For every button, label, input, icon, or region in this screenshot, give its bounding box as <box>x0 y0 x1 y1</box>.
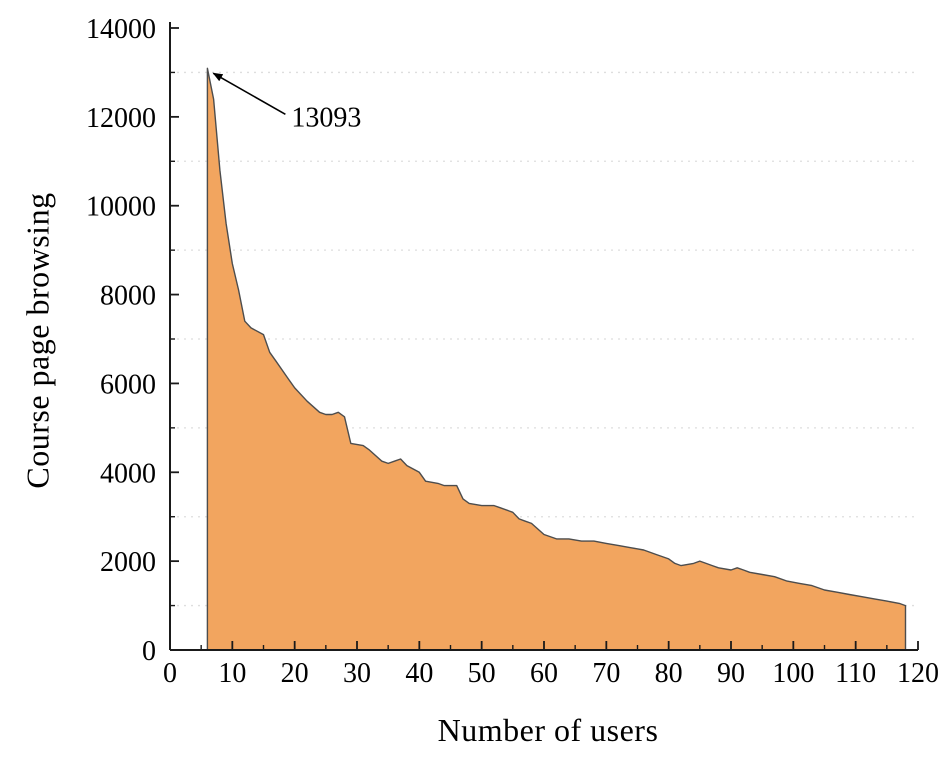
x-tick-label-20: 20 <box>281 658 309 689</box>
y-tick-label-10000: 10000 <box>86 192 156 223</box>
x-tick-label-50: 50 <box>468 658 496 689</box>
x-tick-label-10: 10 <box>218 658 246 689</box>
y-tick-label-14000: 14000 <box>86 14 156 45</box>
x-tick-label-0: 0 <box>163 658 177 689</box>
x-tick-label-100: 100 <box>772 658 814 689</box>
x-tick-label-70: 70 <box>592 658 620 689</box>
x-tick-label-40: 40 <box>405 658 433 689</box>
y-tick-label-0: 0 <box>142 636 156 667</box>
y-tick-label-2000: 2000 <box>100 547 156 578</box>
y-tick-label-12000: 12000 <box>86 103 156 134</box>
x-tick-label-30: 30 <box>343 658 371 689</box>
annotation-label: 13093 <box>291 102 361 133</box>
x-tick-label-90: 90 <box>717 658 745 689</box>
y-tick-label-4000: 4000 <box>100 458 156 489</box>
y-tick-label-6000: 6000 <box>100 369 156 400</box>
x-tick-label-60: 60 <box>530 658 558 689</box>
x-tick-label-80: 80 <box>655 658 683 689</box>
area-series <box>206 67 907 651</box>
x-tick-label-110: 110 <box>835 658 876 689</box>
annotation-arrow <box>212 72 286 115</box>
y-axis-label: Course page browsing <box>19 192 56 489</box>
y-tick-label-8000: 8000 <box>100 281 156 312</box>
x-tick-label-120: 120 <box>897 658 939 689</box>
x-axis-label: Number of users <box>437 712 659 748</box>
